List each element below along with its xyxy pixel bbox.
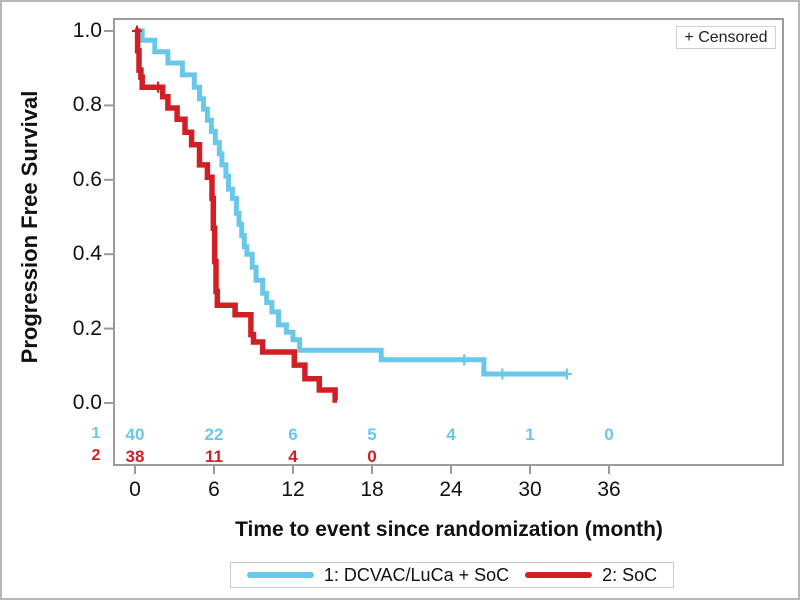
y-axis-title: Progression Free Survival xyxy=(17,90,42,364)
y-tick-label: 0.8 xyxy=(72,93,102,117)
x-tick-label: 30 xyxy=(518,478,542,501)
risk-count: 5 xyxy=(367,425,377,444)
x-axis-title: Time to event since randomization (month… xyxy=(235,518,663,541)
y-tick-label: 1.0 xyxy=(72,19,102,42)
risk-count: 40 xyxy=(125,425,145,444)
x-tick-label: 6 xyxy=(208,478,220,501)
y-tick-label: 0.2 xyxy=(72,316,102,340)
legend-label: 2: SoC xyxy=(602,564,658,585)
legend-label: 1: DCVAC/LuCa + SoC xyxy=(323,564,510,585)
y-tick-label: 0.4 xyxy=(72,242,102,266)
x-tick-label: 0 xyxy=(129,478,141,501)
censored-label: + Censored xyxy=(684,28,768,46)
y-tick-label: 0.6 xyxy=(72,167,102,191)
x-tick-label: 36 xyxy=(597,478,621,501)
x-tick-label: 18 xyxy=(360,478,384,501)
legend-item-dcvac: 1: DCVAC/LuCa + SoC xyxy=(246,564,510,586)
risk-count: 38 xyxy=(125,447,145,466)
legend-swatch-soc xyxy=(525,572,593,578)
risk-row-label: 2 xyxy=(91,447,101,464)
risk-row-label: 1 xyxy=(91,425,101,442)
legend-item-soc: 2: SoC xyxy=(525,565,657,586)
censored-legend-box: + Censored xyxy=(676,26,776,49)
legend-swatch-dcvac xyxy=(246,572,314,578)
survival-curve-soc xyxy=(134,28,338,403)
risk-count: 22 xyxy=(204,425,224,444)
risk-count: 11 xyxy=(205,447,223,466)
risk-count: 6 xyxy=(288,425,298,444)
survival-curve-dcvac xyxy=(135,28,567,377)
risk-count: 0 xyxy=(367,447,377,466)
x-tick-label: 24 xyxy=(439,478,463,501)
series-legend: 1: DCVAC/LuCa + SoC 2: SoC xyxy=(230,562,674,588)
risk-count: 0 xyxy=(604,425,614,444)
x-tick-label: 12 xyxy=(281,478,305,501)
risk-count: 4 xyxy=(288,447,298,466)
plot-frame xyxy=(113,18,784,466)
risk-count: 1 xyxy=(525,425,535,444)
y-tick-label: 0.0 xyxy=(72,391,102,414)
risk-count: 4 xyxy=(446,425,456,444)
